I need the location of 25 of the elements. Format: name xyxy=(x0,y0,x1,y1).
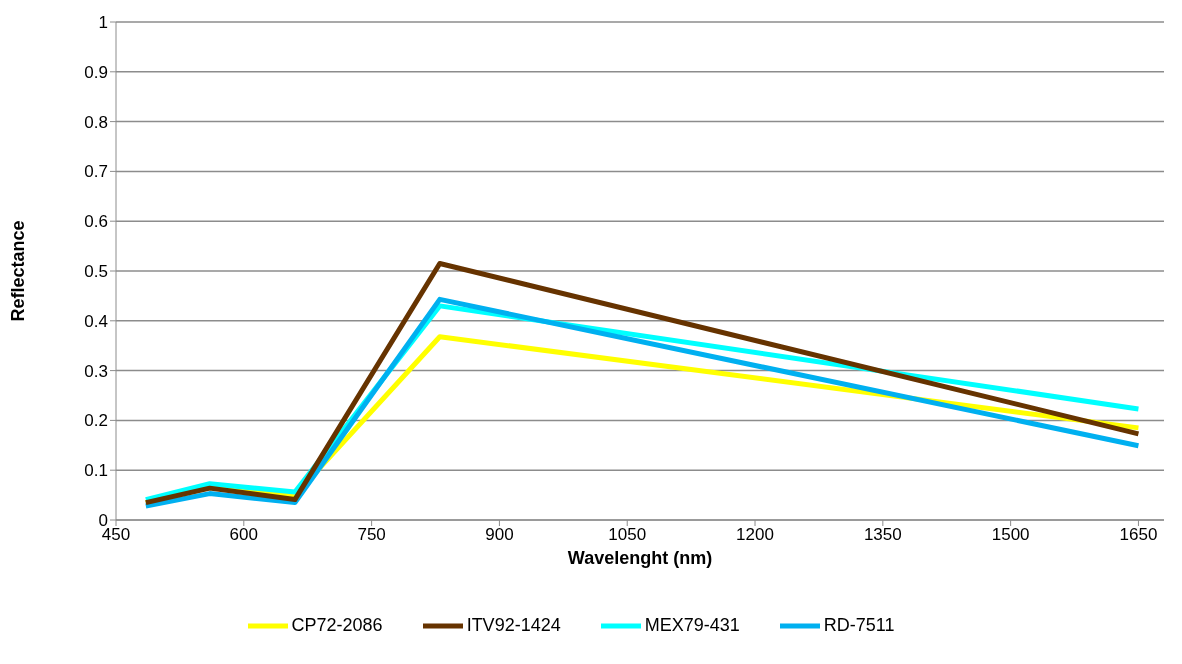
x-axis-title: Wavelenght (nm) xyxy=(567,548,713,568)
x-tick-label: 1500 xyxy=(991,525,1030,545)
y-tick-label: 0.6 xyxy=(84,212,108,232)
y-tick-label: 0.4 xyxy=(84,311,108,331)
y-tick-label: 0.5 xyxy=(84,262,108,282)
y-tick-label: 0.7 xyxy=(84,162,108,182)
x-tick-label: 1350 xyxy=(863,525,902,545)
y-tick-label: 0.3 xyxy=(84,361,108,381)
x-tick-label: 600 xyxy=(229,525,258,545)
y-tick-label: 0.2 xyxy=(84,411,108,431)
y-tick-label: 0.8 xyxy=(84,112,108,132)
x-tick-label: 900 xyxy=(485,525,514,545)
y-axis-title: Reflectance xyxy=(8,220,29,322)
legend-label: CP72-2086 xyxy=(291,614,383,635)
y-tick-label: 0.1 xyxy=(84,461,108,481)
x-tick-label: 750 xyxy=(357,525,386,545)
legend-label: RD-7511 xyxy=(823,614,895,635)
y-tick-label: 1 xyxy=(98,13,108,33)
x-tick-label: 450 xyxy=(101,525,131,545)
y-tick-label: 0.9 xyxy=(84,62,108,82)
x-tick-label: 1650 xyxy=(1119,525,1158,545)
x-tick-label: 1050 xyxy=(608,525,647,545)
x-tick-label: 1200 xyxy=(736,525,774,545)
legend-label: MEX79-431 xyxy=(644,614,740,635)
legend-label: ITV92-1424 xyxy=(466,614,561,635)
